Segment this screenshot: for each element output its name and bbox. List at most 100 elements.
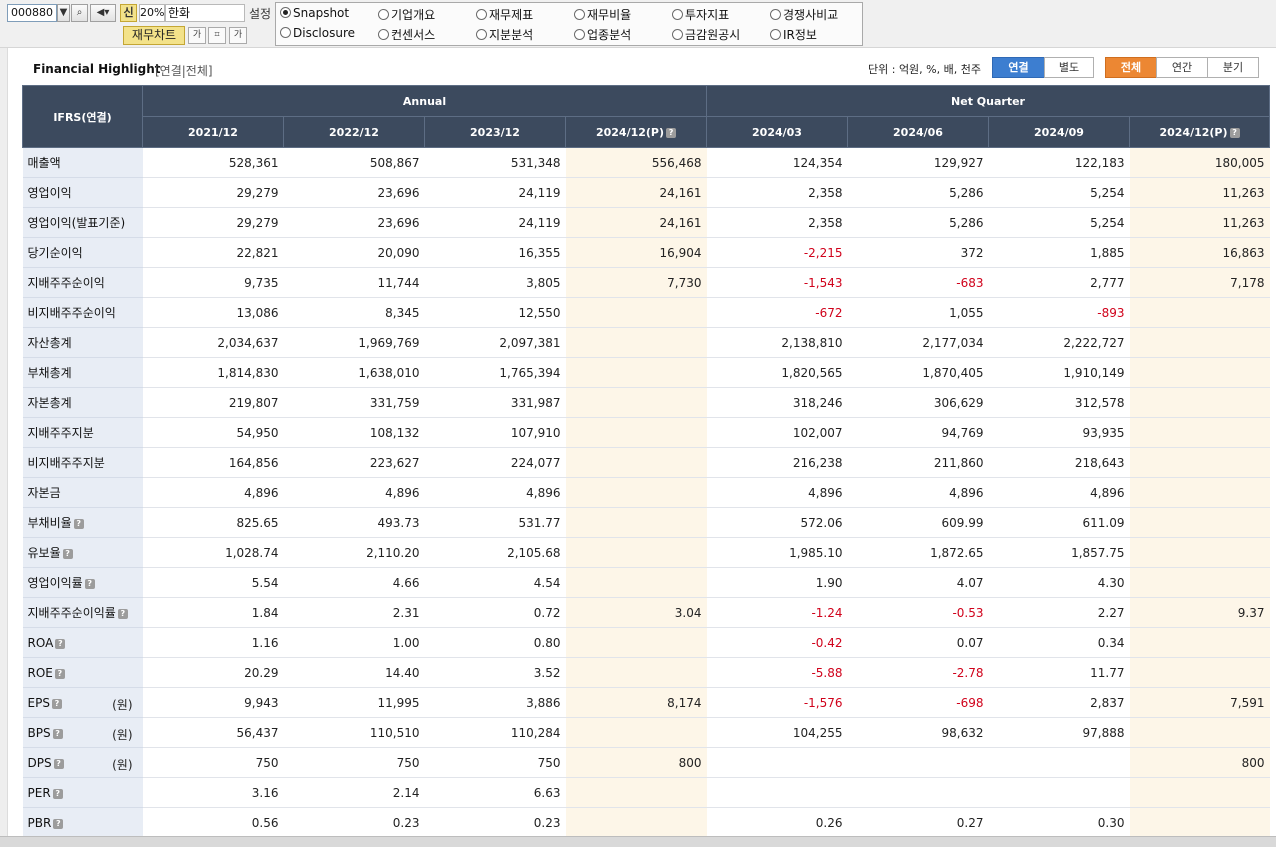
stock-name-field[interactable]: 한화 bbox=[165, 4, 245, 22]
table-cell: 4,896 bbox=[988, 477, 1130, 508]
table-cell: 1,910,149 bbox=[988, 357, 1130, 388]
fit-screen-icon[interactable]: ⌗ bbox=[208, 27, 226, 44]
table-cell: 124,354 bbox=[706, 147, 848, 178]
table-cell: 800 bbox=[1129, 747, 1270, 778]
table-cell: 98,632 bbox=[847, 717, 989, 748]
help-icon[interactable]: ? bbox=[1229, 127, 1240, 138]
table-cell bbox=[706, 777, 848, 808]
tab-ir-info[interactable]: IR정보 bbox=[770, 26, 817, 43]
table-cell: 318,246 bbox=[706, 387, 848, 418]
tab-company-overview[interactable]: 기업개요 bbox=[378, 6, 435, 23]
row-label-text: PER bbox=[27, 785, 51, 800]
help-icon[interactable]: ? bbox=[53, 818, 64, 829]
table-cell: 13,086 bbox=[142, 297, 284, 328]
help-icon[interactable]: ? bbox=[666, 127, 677, 138]
toggle-consolidated[interactable]: 연결 bbox=[992, 57, 1045, 78]
table-cell: 1,765,394 bbox=[424, 357, 566, 388]
tab-competitor-comparison[interactable]: 경쟁사비교 bbox=[770, 6, 838, 23]
table-cell: 23,696 bbox=[283, 177, 425, 208]
tab-consensus[interactable]: 컨센서스 bbox=[378, 26, 435, 43]
tab-label: 금감원공시 bbox=[685, 28, 741, 42]
financial-chart-button[interactable]: 재무차트 bbox=[123, 26, 185, 45]
table-cell: 54,950 bbox=[142, 417, 284, 448]
help-icon[interactable]: ? bbox=[84, 579, 95, 589]
toggle-quarter[interactable]: 분기 bbox=[1207, 57, 1259, 78]
radio-icon bbox=[672, 29, 683, 40]
table-cell: 2,138,810 bbox=[706, 327, 848, 358]
column-header: 2022/12 bbox=[283, 116, 425, 148]
bottom-scroll-strip[interactable] bbox=[0, 836, 1276, 847]
table-cell: 0.23 bbox=[283, 807, 425, 838]
table-row: ROA? 1.16 1.00 0.80 -0.42 0.07 0.34 bbox=[22, 627, 1270, 658]
column-header: 2024/06 bbox=[847, 116, 989, 148]
radio-icon bbox=[280, 27, 291, 38]
table-cell: 3,886 bbox=[424, 687, 566, 718]
table-cell bbox=[1129, 327, 1270, 358]
table-cell: 8,174 bbox=[565, 687, 707, 718]
tab-investment-indicators[interactable]: 투자지표 bbox=[672, 6, 729, 23]
setting-button[interactable]: 설정 bbox=[249, 7, 272, 21]
help-icon[interactable]: ? bbox=[53, 758, 64, 769]
help-icon[interactable]: ? bbox=[52, 728, 63, 739]
help-icon[interactable]: ? bbox=[55, 638, 66, 649]
font-increase-icon[interactable]: 가 bbox=[188, 27, 206, 44]
code-dropdown-icon[interactable]: ▼ bbox=[57, 4, 70, 22]
table-cell: 5,254 bbox=[988, 177, 1130, 208]
radio-icon bbox=[378, 9, 389, 20]
tab-label: Snapshot bbox=[293, 6, 350, 20]
radio-icon bbox=[378, 29, 389, 40]
table-cell: 0.07 bbox=[847, 627, 989, 658]
table-cell: 4.54 bbox=[424, 567, 566, 598]
column-header-label: 2024/06 bbox=[893, 125, 943, 139]
table-cell: 180,005 bbox=[1129, 147, 1270, 178]
row-label: 지배주주순이익률? bbox=[22, 597, 143, 628]
tab-label: 기업개요 bbox=[391, 8, 436, 22]
table-cell: 7,730 bbox=[565, 267, 707, 298]
toggle-annual[interactable]: 연간 bbox=[1156, 57, 1208, 78]
tab-fss-disclosure[interactable]: 금감원공시 bbox=[672, 26, 740, 43]
row-unit: (원) bbox=[112, 698, 133, 712]
toggle-separate[interactable]: 별도 bbox=[1044, 57, 1094, 78]
font-decrease-icon[interactable]: 가 bbox=[229, 27, 247, 44]
column-header-label: 2024/09 bbox=[1034, 125, 1084, 139]
table-cell: 2,777 bbox=[988, 267, 1130, 298]
row-label: 비지배주주순이익 bbox=[22, 297, 143, 328]
row-label: EPS? (원) bbox=[22, 687, 143, 718]
tab-snapshot[interactable]: Snapshot bbox=[280, 6, 349, 20]
new-badge-button[interactable]: 신 bbox=[120, 4, 137, 22]
table-cell bbox=[1129, 537, 1270, 568]
tab-financial-ratios[interactable]: 재무비율 bbox=[574, 6, 631, 23]
table-cell: -1,543 bbox=[706, 267, 848, 298]
table-cell: 93,935 bbox=[988, 417, 1130, 448]
toggle-all-periods[interactable]: 전체 bbox=[1105, 57, 1157, 78]
table-cell bbox=[1129, 657, 1270, 688]
table-cell bbox=[565, 297, 707, 328]
tab-industry-analysis[interactable]: 업종분석 bbox=[574, 26, 631, 43]
help-icon[interactable]: ? bbox=[54, 668, 65, 679]
table-cell: 1.16 bbox=[142, 627, 284, 658]
table-row: BPS? (원) 56,437 110,510 110,284 104,255 98,632… bbox=[22, 717, 1270, 748]
row-label: 부채비율? bbox=[22, 507, 143, 538]
search-icon[interactable]: ⌕ bbox=[71, 4, 88, 22]
help-icon[interactable]: ? bbox=[51, 698, 62, 709]
tab-equity-analysis[interactable]: 지분분석 bbox=[476, 26, 533, 43]
help-icon[interactable]: ? bbox=[52, 788, 63, 799]
table-row: 영업이익 29,279 23,696 24,119 24,161 2,358 5,286 5,… bbox=[22, 177, 1270, 208]
table-cell: 0.56 bbox=[142, 807, 284, 838]
row-label: 부채총계 bbox=[22, 357, 143, 388]
table-cell bbox=[565, 447, 707, 478]
table-cell: 9,735 bbox=[142, 267, 284, 298]
table-cell: 14.40 bbox=[283, 657, 425, 688]
column-header-label: 2024/12(P) bbox=[595, 125, 665, 139]
help-icon[interactable]: ? bbox=[73, 519, 84, 529]
table-cell: 5,286 bbox=[847, 177, 989, 208]
tab-label: 재무비율 bbox=[587, 8, 632, 22]
tab-financial-statements[interactable]: 재무제표 bbox=[476, 6, 533, 23]
help-icon[interactable]: ? bbox=[62, 549, 73, 559]
table-cell bbox=[565, 537, 707, 568]
table-cell bbox=[847, 777, 989, 808]
help-icon[interactable]: ? bbox=[117, 609, 128, 619]
tab-disclosure[interactable]: Disclosure bbox=[280, 26, 355, 40]
stock-code-input[interactable]: 000880 bbox=[7, 4, 57, 22]
sound-icon[interactable]: ◀▾ bbox=[90, 4, 116, 22]
